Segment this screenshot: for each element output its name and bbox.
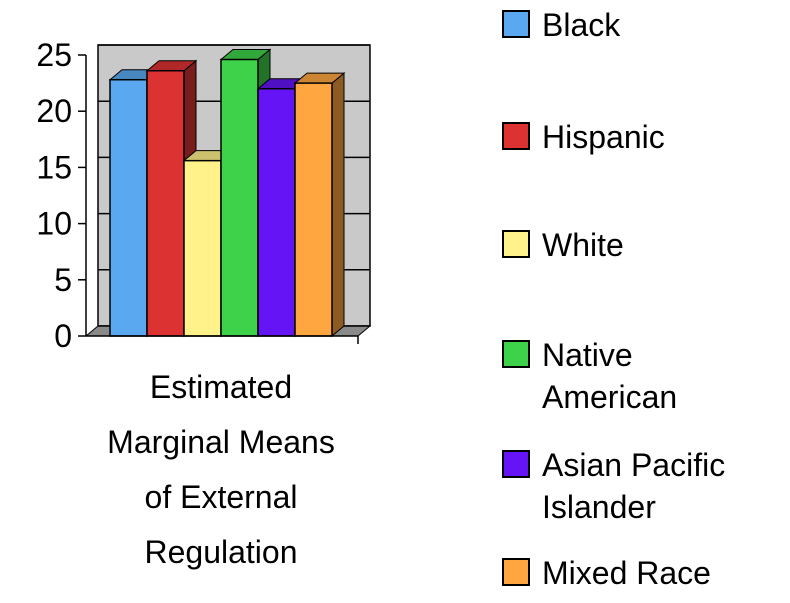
legend-item: Mixed Race (502, 552, 711, 594)
y-tick-label: 20 (36, 93, 72, 129)
legend-item: Hispanic (502, 116, 665, 158)
bar-front (294, 82, 333, 337)
bar-front (220, 58, 259, 337)
x-category-line: of External (145, 479, 298, 515)
y-tick-label: 10 (36, 206, 72, 242)
x-category-line: Estimated (150, 369, 292, 405)
x-category-line: Regulation (145, 534, 298, 570)
legend-item: Black (502, 4, 620, 46)
legend: Black Hispanic White Native American Asian P… (502, 0, 790, 603)
bar-chart: 0 5 10 15 20 25 Estimated Marginal Means of Ext… (36, 37, 372, 570)
legend-swatch (502, 340, 530, 368)
bar (293, 72, 346, 338)
bar-side (331, 72, 345, 338)
legend-item: Native American (502, 334, 677, 418)
y-tick-label: 15 (36, 149, 72, 185)
legend-swatch (502, 558, 530, 586)
legend-swatch (502, 230, 530, 258)
legend-swatch (502, 450, 530, 478)
bar-front (146, 69, 185, 337)
legend-label: Mixed Race (542, 555, 711, 591)
legend-label: White (542, 227, 624, 263)
legend-swatch (502, 122, 530, 150)
legend-item: White (502, 224, 624, 266)
y-tick-label: 25 (36, 37, 72, 73)
legend-label: Hispanic (542, 119, 665, 155)
bars (108, 48, 346, 338)
y-tick-label: 0 (54, 318, 72, 354)
y-tick-label: 5 (54, 262, 72, 298)
x-category-label: Estimated Marginal Means of External Regula… (107, 369, 335, 570)
legend-item: Asian Pacific Islander (502, 444, 725, 528)
x-category-line: Marginal Means (107, 424, 335, 460)
legend-label: Black (542, 7, 621, 43)
legend-label: Native American (542, 337, 678, 415)
y-tick-labels: 0 5 10 15 20 25 (36, 37, 72, 354)
legend-swatch (502, 10, 530, 38)
bar-front (183, 159, 222, 337)
legend-label: Asian Pacific Islander (542, 447, 726, 525)
bar-front (109, 78, 148, 337)
axes (78, 54, 359, 344)
bar-front (257, 87, 296, 337)
